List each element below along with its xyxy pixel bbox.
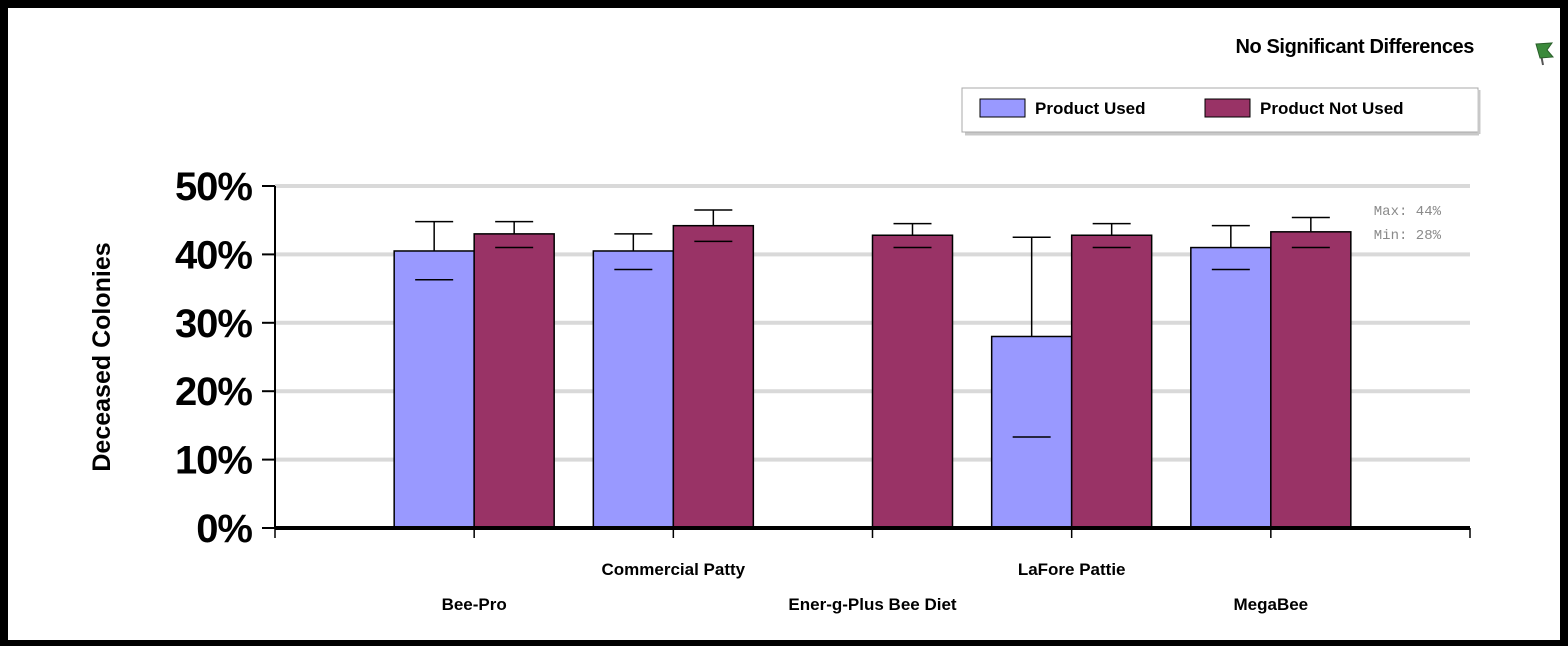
x-tick-label-ener-g-plus-bee-diet: Ener-g-Plus Bee Diet <box>788 595 956 614</box>
bars <box>393 224 1352 529</box>
bar-product-not-used-commercial-patty <box>672 224 755 529</box>
x-tick-label-commercial-patty: Commercial Patty <box>602 560 746 579</box>
x-tick-label-megabee: MegaBee <box>1234 595 1309 614</box>
bar-product-used-bee-pro <box>393 250 475 529</box>
y-tick-label: 30% <box>175 302 252 346</box>
x-axis-ticks: Bee-Pro Commercial Patty Ener-g-Plus Bee D… <box>274 528 1471 614</box>
y-axis-ticks: 0% 10% 20% 30% 40% 50% <box>175 165 275 551</box>
bar-product-used-commercial-patty <box>592 250 675 529</box>
y-tick-label: 20% <box>175 370 252 414</box>
y-tick-label: 0% <box>196 507 252 551</box>
bar-product-used-megabee <box>1190 246 1272 529</box>
y-tick-label: 10% <box>175 439 252 483</box>
legend-label-product-used: Product Used <box>1035 99 1146 118</box>
bar-product-not-used-bee-pro <box>473 233 555 529</box>
bar-product-not-used-lafore-pattie <box>1070 234 1153 529</box>
y-tick-label: 40% <box>175 233 252 277</box>
y-tick-label: 50% <box>175 165 252 209</box>
bar-product-not-used-megabee <box>1270 231 1352 529</box>
x-tick-label-lafore-pattie: LaFore Pattie <box>1018 560 1126 579</box>
flag-icon[interactable] <box>1535 42 1555 66</box>
bar-product-used-lafore-pattie <box>990 335 1073 529</box>
x-tick-label-bee-pro: Bee-Pro <box>442 595 507 614</box>
error-bars <box>415 209 1330 438</box>
min-stat-label: Min: 28% <box>1374 228 1442 244</box>
y-axis-title: Deceased Colonies <box>88 242 116 471</box>
bar-product-not-used-ener-g-plus-bee-diet <box>871 234 954 529</box>
max-stat-label: Max: 44% <box>1374 204 1442 220</box>
legend: Product Used Product Not Used <box>961 87 1481 136</box>
legend-swatch-product-not-used <box>1204 98 1251 118</box>
chart-status-title: No Significant Differences <box>1235 36 1474 58</box>
legend-label-product-not-used: Product Not Used <box>1260 99 1404 118</box>
legend-swatch-product-used <box>979 98 1026 118</box>
